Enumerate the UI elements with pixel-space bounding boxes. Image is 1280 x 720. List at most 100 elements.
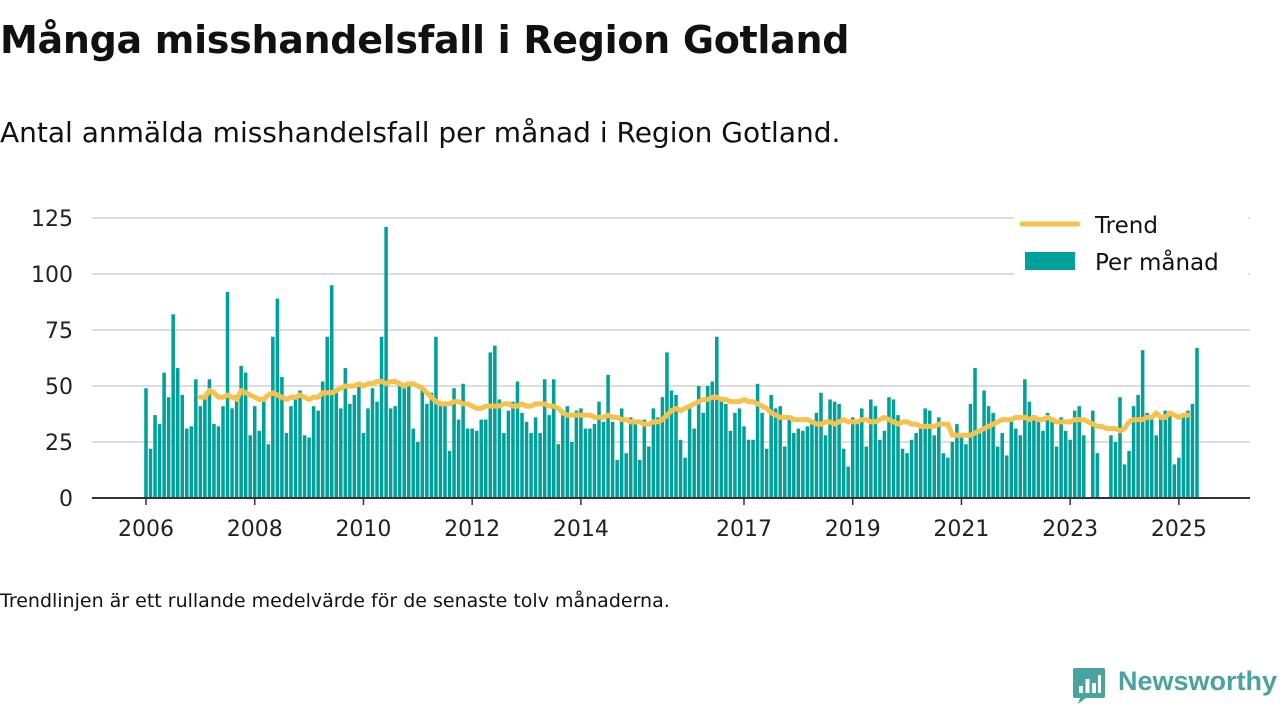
bar bbox=[1068, 439, 1072, 498]
bar bbox=[674, 394, 678, 498]
bar bbox=[1145, 412, 1149, 498]
bar bbox=[447, 450, 452, 498]
bar bbox=[488, 352, 493, 498]
bar bbox=[887, 397, 891, 498]
bar bbox=[316, 410, 320, 498]
bar bbox=[1081, 435, 1086, 498]
bar bbox=[651, 408, 656, 498]
bar bbox=[769, 394, 773, 498]
bar bbox=[207, 379, 212, 498]
bar bbox=[574, 410, 579, 498]
bar bbox=[905, 453, 909, 498]
bar bbox=[1027, 401, 1032, 498]
bar bbox=[737, 408, 742, 498]
bar bbox=[937, 417, 941, 498]
bar bbox=[705, 386, 710, 498]
bar bbox=[280, 377, 284, 498]
bar bbox=[307, 437, 311, 498]
bar bbox=[243, 372, 248, 498]
bar bbox=[710, 381, 715, 498]
y-tick-label: 50 bbox=[45, 375, 73, 400]
bar bbox=[882, 430, 887, 498]
bar bbox=[252, 406, 257, 498]
bar bbox=[746, 439, 751, 498]
bar bbox=[796, 428, 801, 498]
bar bbox=[506, 410, 511, 498]
bar bbox=[1009, 417, 1014, 498]
y-axis-ticks: 0 25 50 75 100 125 bbox=[31, 207, 73, 512]
bar bbox=[221, 406, 225, 498]
bar bbox=[633, 424, 638, 498]
bar bbox=[311, 406, 316, 498]
bar bbox=[678, 439, 683, 498]
bar bbox=[171, 314, 175, 498]
bar bbox=[687, 408, 692, 498]
bar bbox=[361, 433, 366, 498]
bar bbox=[529, 433, 533, 498]
bar bbox=[610, 421, 615, 498]
bar bbox=[429, 392, 434, 498]
bar bbox=[262, 401, 266, 498]
bar bbox=[959, 437, 964, 498]
bar bbox=[406, 383, 411, 498]
bar bbox=[320, 381, 325, 498]
bar bbox=[588, 428, 592, 498]
bar bbox=[1186, 410, 1190, 498]
newsworthy-logo-icon bbox=[1073, 668, 1105, 704]
bar bbox=[547, 415, 551, 498]
bar bbox=[1036, 421, 1041, 498]
bar bbox=[175, 368, 180, 498]
x-tick-label: 2019 bbox=[825, 517, 881, 542]
bar bbox=[511, 401, 515, 498]
bar bbox=[198, 406, 203, 498]
bar bbox=[828, 399, 832, 498]
bar bbox=[166, 397, 171, 498]
bar bbox=[896, 415, 900, 498]
bar bbox=[860, 408, 864, 498]
bar bbox=[551, 379, 556, 498]
bar bbox=[606, 374, 610, 498]
y-tick-label: 125 bbox=[31, 207, 73, 232]
bar bbox=[914, 433, 918, 498]
bar bbox=[1113, 442, 1118, 498]
bar bbox=[520, 412, 524, 498]
bar bbox=[565, 406, 570, 498]
bar bbox=[1041, 430, 1045, 498]
bar bbox=[162, 372, 166, 498]
bar bbox=[465, 428, 470, 498]
legend-trend-label: Trend bbox=[1094, 213, 1158, 239]
bar bbox=[266, 444, 271, 498]
bar bbox=[964, 444, 968, 498]
x-tick-label: 2023 bbox=[1042, 517, 1098, 542]
brand[interactable]: Newsworthy bbox=[1072, 666, 1278, 706]
bar bbox=[339, 408, 343, 498]
bar bbox=[153, 415, 157, 498]
x-tick-label: 2025 bbox=[1151, 517, 1207, 542]
bar bbox=[425, 403, 429, 498]
bar bbox=[977, 433, 982, 498]
bar bbox=[841, 448, 846, 498]
bar bbox=[719, 397, 724, 498]
bar bbox=[995, 446, 1000, 498]
bar bbox=[1190, 403, 1195, 498]
bar bbox=[701, 412, 705, 498]
bar bbox=[787, 419, 792, 498]
brand-name: Newsworthy bbox=[1118, 666, 1278, 696]
bar bbox=[1054, 446, 1059, 498]
bar bbox=[583, 428, 588, 498]
bar bbox=[1018, 435, 1023, 498]
bar bbox=[493, 345, 497, 498]
x-tick-label: 2014 bbox=[553, 517, 609, 542]
bar bbox=[597, 401, 601, 498]
bar bbox=[950, 442, 955, 498]
bar bbox=[334, 390, 339, 498]
legend: Trend Per månad bbox=[1014, 212, 1248, 300]
bar bbox=[456, 419, 461, 498]
bar bbox=[1063, 430, 1068, 498]
bar bbox=[782, 446, 787, 498]
x-tick-label: 2006 bbox=[118, 517, 174, 542]
bar bbox=[846, 466, 850, 498]
bar bbox=[1109, 435, 1113, 498]
x-tick-label: 2012 bbox=[444, 517, 500, 542]
bar bbox=[1131, 406, 1136, 498]
